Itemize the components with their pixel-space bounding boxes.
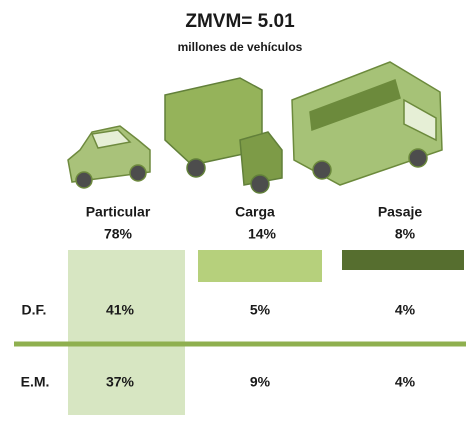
column-share: 78% [104, 226, 133, 242]
bus-icon [292, 62, 442, 185]
cell: 4% [395, 374, 416, 390]
pasaje-bar [342, 250, 464, 270]
cell: 9% [250, 374, 271, 390]
car-icon [68, 126, 150, 188]
title: ZMVM= 5.01 [185, 11, 295, 32]
column-share: 14% [248, 226, 277, 242]
row-label: D.F. [22, 302, 47, 318]
row-label: E.M. [21, 374, 50, 390]
particular-column-band [68, 250, 185, 415]
truck-icon [165, 78, 282, 193]
carga-bar [198, 250, 322, 282]
cell: 41% [106, 302, 135, 318]
cell: 37% [106, 374, 135, 390]
subtitle: millones de vehículos [178, 40, 303, 54]
column-share: 8% [395, 226, 416, 242]
cell: 4% [395, 302, 416, 318]
column-label: Particular [86, 204, 151, 220]
infographic: ZMVM= 5.01 millones de vehículos Particu… [0, 0, 472, 421]
column-label: Carga [235, 204, 275, 220]
cell: 5% [250, 302, 271, 318]
column-label: Pasaje [378, 204, 423, 220]
